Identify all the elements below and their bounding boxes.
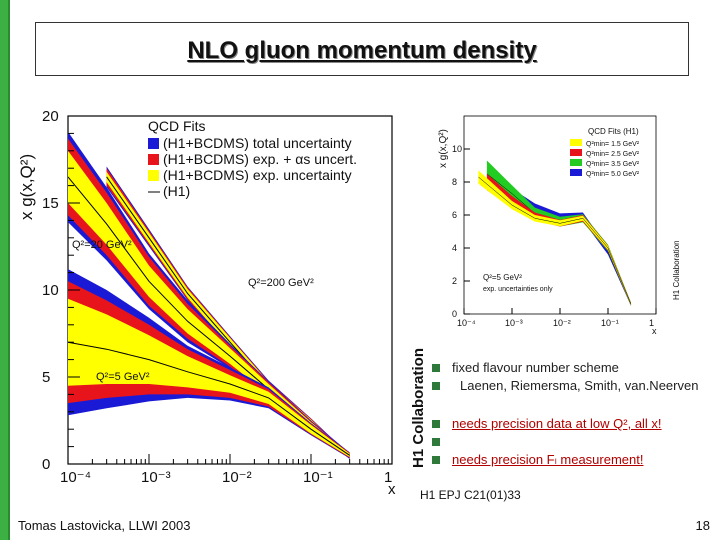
slide-title: NLO gluon momentum density [187,37,537,64]
inset-y-axis-label: x g(x,Q²) [438,129,449,168]
title-box: NLO gluon momentum density [35,22,689,76]
inset-y-tick-label: 4 [452,243,457,253]
curve-annotation: Q²=200 GeV² [248,277,314,289]
inset-y-tick-label: 8 [452,177,457,187]
x-tick-label: 10⁻² [222,469,252,486]
bullet-item: needs precision Fₗ measurement! [432,452,720,470]
bullet-square-icon [432,456,440,464]
x-tick-label: 10⁻⁴ [60,469,91,486]
central-curve [67,341,350,456]
footer-author: Tomas Lastovicka, LLWI 2003 [18,518,191,533]
legend-swatch [148,170,159,181]
y-tick-label: 5 [42,369,50,386]
inset-legend-header: QCD Fits (H1) [588,127,639,136]
bullet-text: needs precision data at low Q², all x! [452,416,662,431]
bullet-item: fixed flavour number scheme [432,360,720,378]
inset-x-tick-label: 10⁻³ [505,318,523,328]
bullet-item: needs precision data at low Q², all x! [432,416,720,434]
bullet-text: fixed flavour number scheme [452,360,619,375]
curve-annotation: Q²=5 GeV² [96,371,150,383]
legend-entry: (H1+BCDMS) exp. uncertainty [163,167,352,183]
bullet-square-icon [432,364,440,372]
inset-collaboration-label: H1 Collaboration [672,240,681,300]
inset-band [478,170,631,306]
bullet-item [432,434,720,452]
plot-frame [67,115,393,465]
page-number: 18 [695,518,710,533]
bullet-text: needs precision Fₗ measurement! [452,452,644,467]
inset-legend-swatch [570,139,582,146]
inset-annotation: Q²=5 GeV² [483,273,522,282]
legend-header: QCD Fits [148,118,206,134]
inset-legend-swatch [570,159,582,166]
y-tick-label: 10 [42,282,59,299]
inset-x-axis-label: x [652,326,657,336]
inset-x-tick-label: 1 [649,318,654,328]
legend-entry: (H1+BCDMS) total uncertainty [163,135,352,151]
bullet-text: Laenen, Riemersma, Smith, van.Neerven [460,378,699,393]
inset-y-tick-label: 6 [452,210,457,220]
x-tick-label: 1 [384,469,392,486]
curve-annotation: Q²=20 GeV² [72,239,132,251]
inset-central-curve [478,176,632,305]
reference-citation: H1 EPJ C21(01)33 [420,488,521,502]
inset-legend-entry: Q²min= 2.5 GeV² [586,151,640,158]
legend-swatch [148,154,159,165]
inset-y-tick-label: 10 [452,144,462,154]
main-collaboration-label: H1 Collaboration [410,347,427,468]
bullet-square-icon [432,420,440,428]
inset-y-tick-label: 2 [452,276,457,286]
accent-bar [0,0,8,540]
legend-swatch [148,138,159,149]
y-tick-label: 0 [42,456,50,473]
inset-y-tick-label: 0 [452,309,457,319]
bullet-square-icon [432,438,440,446]
x-tick-label: 10⁻³ [141,469,171,486]
legend-entry: (H1) [163,183,190,199]
inset-legend-swatch [570,169,582,176]
inset-x-tick-label: 10⁻⁴ [457,318,476,328]
x-axis-label: x [388,481,396,498]
inset-x-tick-label: 10⁻² [553,318,571,328]
y-axis-label: x g(x,Q²) [17,154,36,220]
x-tick-label: 10⁻¹ [303,469,333,486]
y-tick-label: 15 [42,195,59,212]
bullet-square-icon [432,382,440,390]
inset-band [486,160,631,306]
inset-legend-entry: Q²min= 3.5 GeV² [586,161,640,168]
inset-legend-entry: Q²min= 1.5 GeV² [586,141,640,148]
bullet-item: Laenen, Riemersma, Smith, van.Neerven [432,378,720,396]
accent-bar-shadow [8,0,10,540]
inset-x-tick-label: 10⁻¹ [601,318,619,328]
inset-annotation: exp. uncertainties only [483,286,553,293]
inset-legend-entry: Q²min= 5.0 GeV² [586,171,640,178]
inset-legend-swatch [570,149,582,156]
y-tick-label: 20 [42,108,59,125]
legend-entry: (H1+BCDMS) exp. + αs uncert. [163,151,357,167]
inset-band [486,173,631,306]
